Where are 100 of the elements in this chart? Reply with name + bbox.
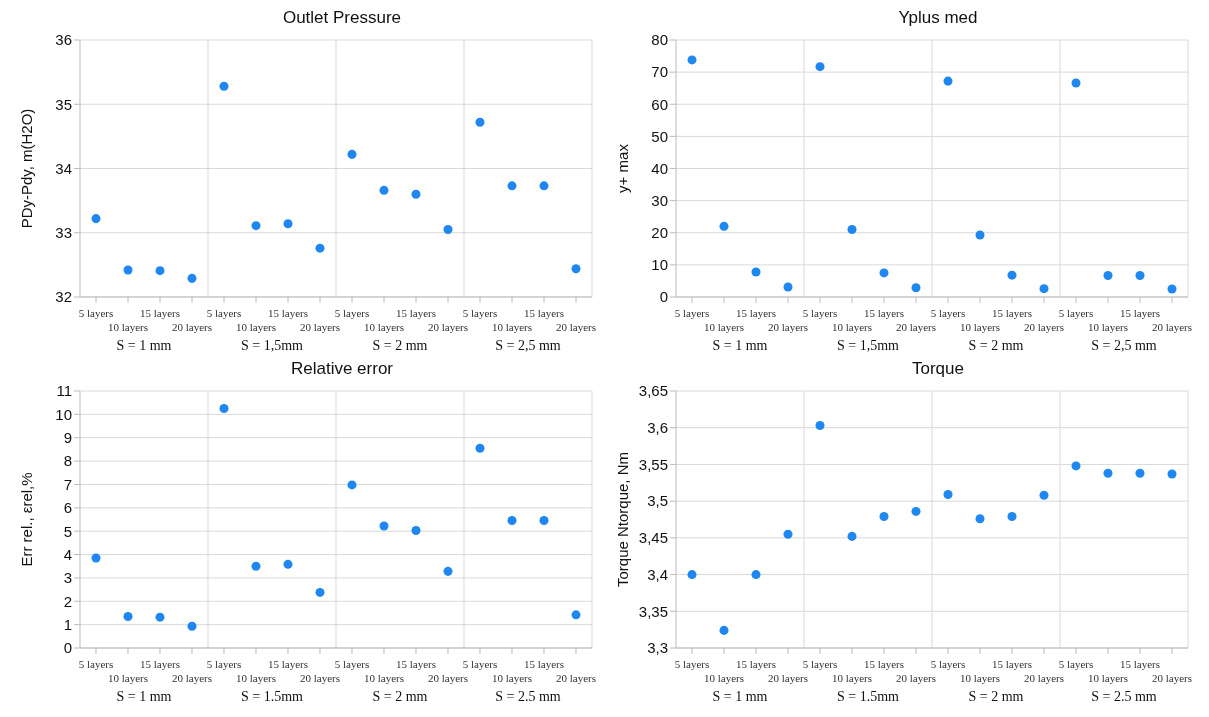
point — [571, 264, 581, 274]
x-tick-label: 15 layers — [735, 307, 777, 319]
x-tick-label: 5 layers — [78, 658, 114, 670]
point — [315, 243, 325, 253]
point — [1135, 468, 1145, 478]
point — [815, 421, 825, 431]
x-tick-label: 15 layers — [139, 658, 181, 670]
x-tick-label: 10 layers — [491, 672, 533, 684]
x-tick-label: 5 layers — [334, 658, 370, 670]
y-tick-label: 33 — [55, 224, 72, 242]
y-tick-label: 7 — [63, 475, 72, 493]
y-tick-label: 9 — [63, 429, 72, 447]
text: S = 2 mm — [371, 338, 429, 354]
y-tick-label: 34 — [55, 159, 72, 177]
x-tick-label: 5 layers — [802, 307, 838, 319]
x-tick-label: 20 layers — [171, 321, 213, 333]
point — [847, 225, 857, 235]
x-tick-label: 15 layers — [735, 658, 777, 670]
point — [1007, 270, 1017, 280]
point — [411, 525, 421, 535]
x-tick-label: 5 layers — [1058, 658, 1094, 670]
x-tick-label: 5 layers — [334, 307, 370, 319]
x-tick-label: 20 layers — [427, 672, 469, 684]
x-tick-label: 20 layers — [1023, 321, 1065, 333]
point — [879, 268, 889, 278]
point — [507, 515, 517, 525]
point — [219, 404, 229, 414]
point — [539, 181, 549, 191]
point — [443, 225, 453, 235]
y-tick-label: 11 — [56, 382, 72, 400]
point — [1167, 284, 1177, 294]
text: S = 2.5 mm — [494, 689, 562, 705]
point — [475, 443, 485, 453]
x-tick-label: 15 layers — [395, 658, 437, 670]
x-tick-label: 15 layers — [267, 307, 309, 319]
x-tick-label: 15 layers — [523, 307, 565, 319]
x-tick-label: 10 layers — [959, 321, 1001, 333]
point — [943, 490, 953, 500]
y-tick-label: 35 — [55, 95, 72, 113]
text: S = 2.5 mm — [1090, 689, 1158, 705]
point — [751, 267, 761, 277]
x-tick-label: 15 layers — [523, 658, 565, 670]
y-tick-label: 80 — [651, 31, 668, 49]
x-tick-label: 20 layers — [1151, 321, 1193, 333]
y-tick-label: 8 — [63, 452, 72, 470]
point — [475, 117, 485, 127]
y-tick-label: 3,45 — [638, 529, 668, 547]
x-tick-label: 10 layers — [703, 321, 745, 333]
point — [251, 561, 261, 571]
x-tick-label: 5 layers — [930, 658, 966, 670]
text: S = 2 mm — [967, 689, 1025, 705]
point — [219, 81, 229, 91]
x-tick-label: 20 layers — [895, 672, 937, 684]
point — [123, 611, 133, 621]
text: S = 2 mm — [371, 689, 429, 705]
point — [975, 514, 985, 524]
point — [751, 570, 761, 580]
point — [507, 181, 517, 191]
chart-title: Torque — [912, 359, 964, 378]
chart-title: Outlet Pressure — [282, 8, 402, 27]
x-tick-label: 5 layers — [206, 658, 242, 670]
x-tick-label: 20 layers — [895, 321, 937, 333]
x-tick-label: 10 layers — [235, 321, 277, 333]
x-tick-label: 10 layers — [363, 321, 405, 333]
point — [379, 521, 389, 531]
text: S = 1 mm — [115, 338, 173, 354]
y-tick-label: 6 — [63, 499, 72, 517]
point — [1071, 461, 1081, 471]
x-tick-label: 10 layers — [107, 672, 149, 684]
point — [539, 515, 549, 525]
x-tick-label: 10 layers — [1087, 672, 1129, 684]
x-tick-label: 20 layers — [767, 321, 809, 333]
x-tick-label: 5 layers — [462, 307, 498, 319]
point — [1039, 284, 1049, 294]
x-tick-label: 10 layers — [363, 672, 405, 684]
point — [1071, 78, 1081, 88]
y-tick-label: 32 — [55, 288, 72, 306]
text: S = 1.5mm — [240, 689, 304, 705]
y-tick-label: 3,55 — [638, 455, 668, 473]
point — [155, 612, 165, 622]
text: S = 2,5 mm — [494, 338, 562, 354]
y-tick-label: 50 — [651, 127, 668, 145]
x-tick-label: 10 layers — [831, 672, 873, 684]
x-tick-label: 15 layers — [991, 658, 1033, 670]
y-axis-title: y+ max — [614, 143, 632, 193]
point — [1103, 468, 1113, 478]
point — [687, 570, 697, 580]
point — [1103, 270, 1113, 280]
point — [783, 282, 793, 292]
x-tick-label: 10 layers — [831, 321, 873, 333]
y-tick-label: 30 — [651, 191, 668, 209]
x-tick-label: 5 layers — [674, 307, 710, 319]
point — [155, 266, 165, 276]
y-tick-label: 0 — [63, 639, 72, 657]
point — [783, 529, 793, 539]
x-tick-label: 5 layers — [1058, 307, 1094, 319]
x-tick-label: 15 layers — [991, 307, 1033, 319]
point — [283, 219, 293, 229]
x-tick-label: 5 layers — [802, 658, 838, 670]
y-axis-title: Err rel., εrel,% — [18, 472, 36, 567]
